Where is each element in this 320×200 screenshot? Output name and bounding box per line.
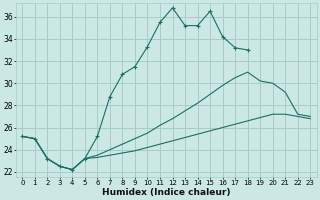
X-axis label: Humidex (Indice chaleur): Humidex (Indice chaleur) bbox=[102, 188, 230, 197]
